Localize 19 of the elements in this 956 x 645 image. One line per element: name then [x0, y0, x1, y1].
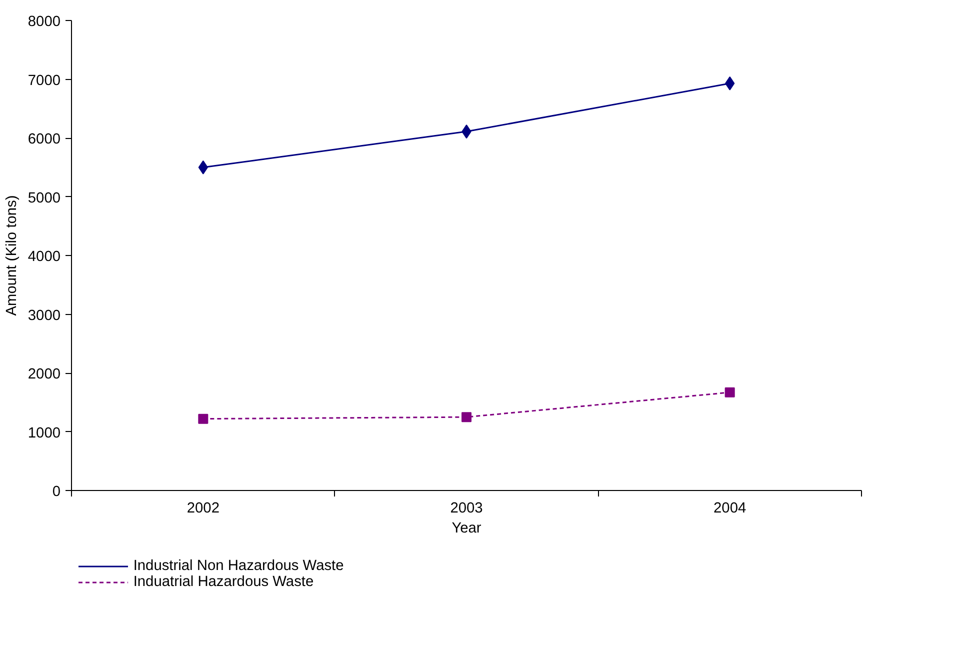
point: [724, 387, 735, 398]
y-axis-title: Amount (Kilo tons): [4, 195, 20, 316]
x-axis-title: Year: [452, 520, 482, 536]
x-tick-label: 2003: [450, 500, 483, 516]
y-tick-label: 5000: [28, 190, 61, 206]
legend-label: Industrial Non Hazardous Waste: [133, 558, 344, 574]
point: [198, 414, 208, 424]
y-tick-label: 8000: [28, 14, 61, 30]
point: [462, 412, 472, 422]
legend-label: Induatrial Hazardous Waste: [133, 574, 314, 590]
x-tick-label: 2002: [186, 500, 220, 516]
y-tick-label: 4000: [28, 249, 61, 265]
y-tick-label: 6000: [28, 132, 61, 148]
y-tick-label: 3000: [28, 308, 61, 324]
y-tick-label: 2000: [28, 366, 61, 382]
y-tick-label: 0: [52, 484, 61, 500]
y-tick-label: 7000: [28, 72, 61, 89]
x-tick-label: 2004: [714, 500, 746, 516]
y-tick-label: 1000: [28, 425, 61, 442]
